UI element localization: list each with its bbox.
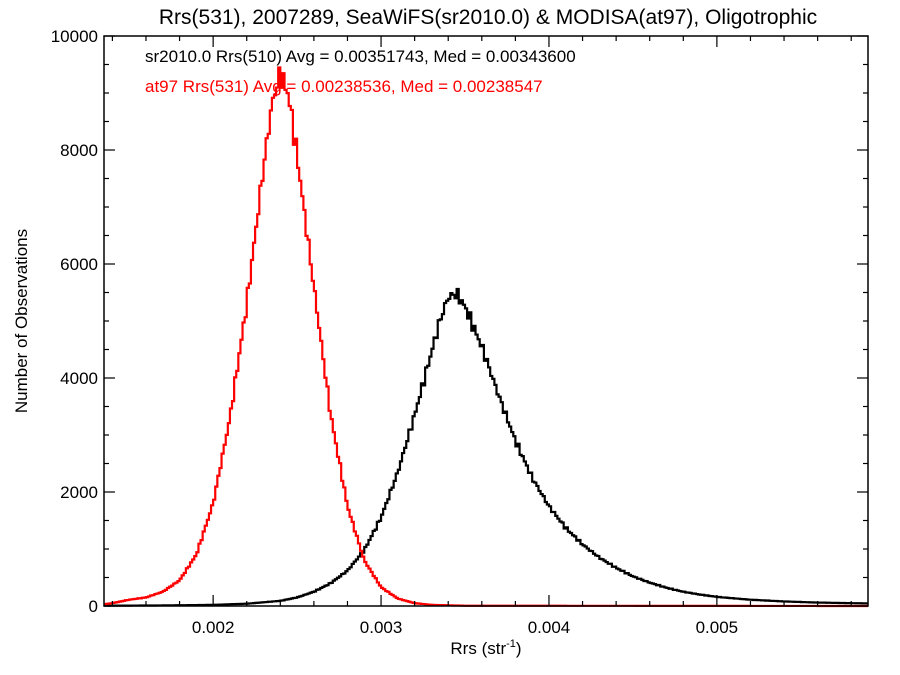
y-tick-label: 0 [89,597,98,616]
annotation-at97-stats: at97 Rrs(531) Avg = 0.00238536, Med = 0.… [145,77,543,96]
plot-frame [103,35,869,607]
chart-title: Rrs(531), 2007289, SeaWiFS(sr2010.0) & M… [159,6,817,29]
x-axis-label-main: Rrs (str [450,639,506,658]
y-tick-label: 2000 [60,483,98,502]
x-tick-label: 0.004 [528,618,571,637]
y-tick-label: 6000 [60,255,98,274]
x-tick-label: 0.002 [192,618,235,637]
x-axis-label-tail: ) [516,639,522,658]
histogram-series-0 [104,287,868,607]
annotation-sr2010-stats: sr2010.0 Rrs(510) Avg = 0.00351743, Med … [145,47,576,66]
y-tick-label: 4000 [60,369,98,388]
y-tick-label: 8000 [60,141,98,160]
y-tick-label: 10000 [51,27,98,46]
x-tick-label: 0.005 [696,618,739,637]
y-axis-label: Number of Observations [12,229,31,413]
x-axis-label: Rrs (str-1) [450,638,521,658]
histogram-series-layer [104,66,868,608]
x-tick-label: 0.003 [360,618,403,637]
axis-ticks-layer: 0.002 0.003 0.004 0.005 0 2000 4000 6000 8000 100… [51,27,868,637]
x-axis-label-superscript: -1 [506,638,516,650]
histogram-series-1 [104,66,868,608]
